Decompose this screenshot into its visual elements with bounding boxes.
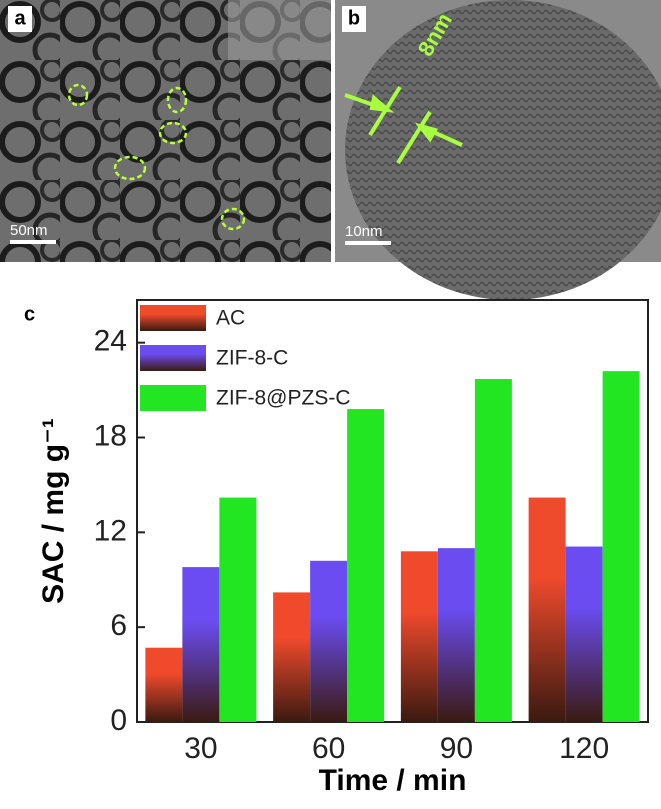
bar [273,592,311,722]
y-tick-label: 12 [94,514,127,547]
legend-label: AC [216,307,245,330]
legend-label: ZIF-8-C [216,347,288,370]
x-tick-label: 30 [184,732,217,765]
bar [182,567,220,722]
legend-swatch [140,385,206,411]
y-tick-label: 18 [94,419,127,452]
x-tick-label: 120 [559,732,609,765]
bar [347,409,385,722]
x-tick-label: 60 [312,732,345,765]
panel-label: c [24,303,35,325]
bar [528,497,566,722]
legend-swatch [140,305,206,331]
bar-chart: 0 6 12 18 24 30 60 90 120 Time / min SAC / mg g⁻¹ A… [37,299,649,797]
panel-a: a 50nm [0,0,331,262]
panel-b: 8nm b 10nm [335,0,661,300]
bar [565,546,603,722]
x-tick-label: 90 [440,732,473,765]
bar [602,371,640,722]
x-axis-label: Time / min [319,764,467,797]
bar [219,497,257,722]
bar [474,379,512,722]
legend-swatch [140,345,206,371]
bar [437,548,475,722]
plot-frame [136,299,649,723]
y-tick-label: 6 [110,609,127,642]
panel-label: b [348,7,360,29]
bar [145,647,183,722]
y-axis-label: SAC / mg g⁻¹ [37,418,70,604]
panel-label: a [14,7,26,29]
bar [400,551,438,722]
scale-bar-label: 50nm [10,222,48,239]
scale-bar-label: 10nm [345,223,383,240]
y-tick-label: 0 [110,704,127,737]
legend-label: ZIF-8@PZS-C [216,387,350,410]
bar [310,560,348,722]
y-tick-label: 24 [94,325,127,358]
